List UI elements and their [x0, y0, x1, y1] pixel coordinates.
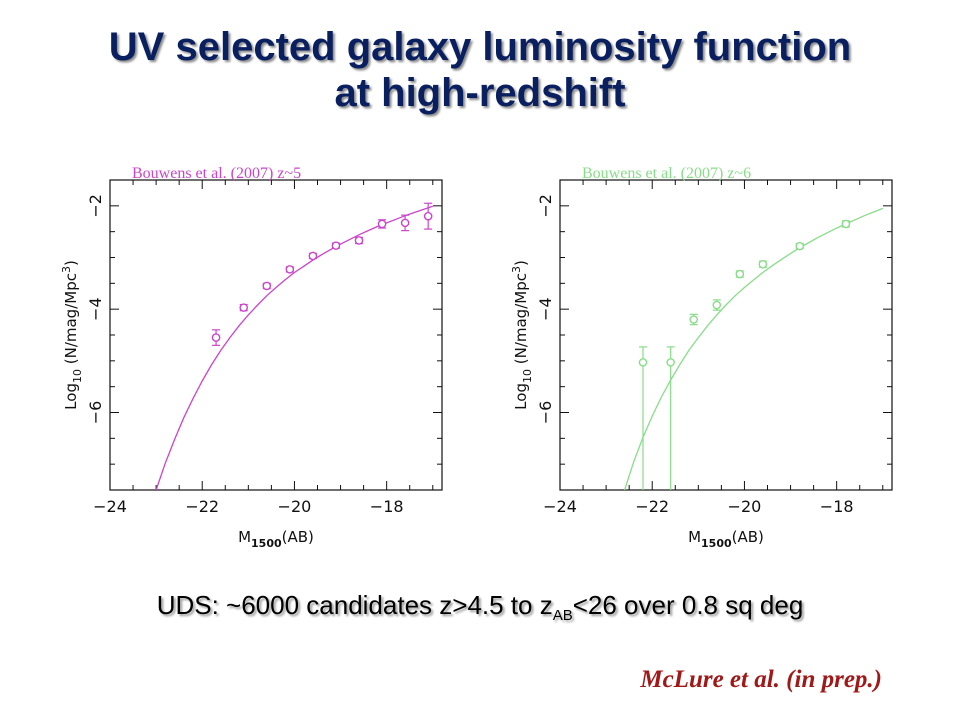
schechter-fit-curve	[155, 205, 434, 490]
x-tick-label: −20	[278, 497, 312, 516]
x-axis-label: M1500(AB)	[238, 528, 314, 550]
x-tick-label: −18	[370, 497, 404, 516]
y-axis-label-sub: 10	[521, 369, 534, 383]
y-tick-label: −2	[86, 194, 105, 218]
y-axis-label-sup: 3	[510, 266, 523, 273]
data-point	[400, 218, 410, 228]
x-axis-label-sub: 1500	[251, 537, 282, 550]
y-axis-label: Log10 (N/mag/Mpc3)	[60, 260, 84, 410]
y-tick-label: −4	[536, 297, 555, 321]
data-point	[377, 219, 387, 229]
x-tick-label: −24	[543, 497, 577, 516]
survey-summary: UDS: ~6000 candidates z>4.5 to zAB<26 ov…	[0, 590, 960, 624]
plot-canvas-z6: −24 −22 −20 −18 −2 −4 −6 M1500(AB) Log10 (N/mag/…	[510, 179, 893, 550]
summary-text-pre: UDS: ~6000 candidates z>4.5 to z	[156, 590, 553, 620]
data-point	[712, 300, 722, 310]
data-point	[262, 281, 272, 291]
luminosity-function-plot-z6: −24 −22 −20 −18 −2 −4 −6 M1500(AB) Log10 (N/mag/…	[498, 150, 898, 550]
y-axis-label-main: Log	[512, 383, 530, 410]
y-axis-label-main: Log	[62, 383, 80, 410]
x-axis-label-tail: (AB)	[282, 528, 314, 546]
y-tick-label: −6	[86, 401, 105, 425]
x-tick-label: −24	[93, 497, 127, 516]
x-axis-label-main: M	[238, 528, 251, 546]
y-tick-label: −6	[536, 401, 555, 425]
y-axis-label-end: )	[62, 260, 80, 266]
plot-label-z5: Bouwens et al. (2007) z~5	[132, 165, 302, 182]
data-point	[758, 259, 768, 269]
data-point	[735, 269, 745, 279]
data-point	[354, 236, 364, 245]
x-tick-label: −22	[185, 497, 219, 516]
plot-label-z6: Bouwens et al. (2007) z~6	[582, 165, 752, 182]
plot-canvas-z5: −24 −22 −20 −18 −2 −4 −6 M1500(AB) Log10 (N/mag/…	[60, 179, 443, 550]
data-point	[666, 358, 675, 367]
data-point	[211, 333, 221, 342]
data-point	[423, 211, 433, 221]
data-point	[285, 265, 295, 274]
data-points	[638, 219, 851, 490]
data-point	[331, 241, 341, 250]
data-points	[211, 202, 433, 346]
x-axis-label-sub: 1500	[701, 537, 732, 550]
title-line-2: at high-redshift	[334, 71, 626, 115]
slide-title: UV selected galaxy luminosity function a…	[0, 24, 960, 116]
y-axis-label: Log10 (N/mag/Mpc3)	[510, 260, 534, 410]
luminosity-function-plot-z5: −24 −22 −20 −18 −2 −4 −6 M1500(AB) Log10 (N/mag/…	[48, 150, 448, 550]
summary-text-post: <26 over 0.8 sq deg	[572, 590, 804, 620]
x-tick-label: −18	[820, 497, 854, 516]
y-axis-label-end: )	[512, 260, 530, 266]
y-tick-label: −2	[536, 194, 555, 218]
x-axis-label: M1500(AB)	[688, 528, 764, 550]
citation: McLure et al. (in prep.)	[640, 666, 882, 693]
title-line-1: UV selected galaxy luminosity function	[108, 25, 852, 69]
x-axis-label-main: M	[688, 528, 701, 546]
y-axis-label-sub: 10	[71, 369, 84, 383]
data-point	[795, 241, 805, 251]
y-axis-label-tail: (N/mag/Mpc	[512, 273, 530, 369]
data-point	[841, 219, 851, 229]
x-tick-label: −20	[728, 497, 762, 516]
x-tick-label: −22	[635, 497, 669, 516]
data-point	[689, 315, 699, 324]
data-point	[638, 358, 648, 367]
data-point	[239, 303, 249, 312]
plot-frame	[109, 179, 443, 491]
summary-text-sub: AB	[552, 607, 573, 625]
y-axis-label-tail: (N/mag/Mpc	[62, 273, 80, 369]
x-axis-label-tail: (AB)	[732, 528, 764, 546]
data-point	[308, 251, 318, 261]
schechter-fit-curve	[623, 207, 884, 490]
y-axis-label-sup: 3	[60, 266, 73, 273]
y-tick-label: −4	[86, 297, 105, 321]
